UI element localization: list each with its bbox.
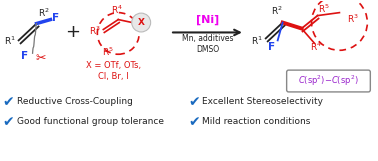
Text: Mild reaction conditions: Mild reaction conditions: [202, 117, 310, 126]
Text: ✂: ✂: [35, 52, 46, 65]
Text: R$^1$: R$^1$: [4, 34, 15, 47]
Text: R$^2$: R$^2$: [271, 5, 282, 17]
Text: Excellent Stereoselectivity: Excellent Stereoselectivity: [202, 97, 323, 106]
Text: R$^5$: R$^5$: [318, 2, 329, 15]
Text: ✔: ✔: [188, 115, 200, 129]
Text: Cl, Br, I: Cl, Br, I: [98, 71, 129, 80]
Text: X: X: [138, 18, 145, 27]
Text: $\mathit{C}$(sp$^2$)$-$$\mathit{C}$(sp$^2$): $\mathit{C}$(sp$^2$)$-$$\mathit{C}$(sp$^…: [298, 74, 359, 88]
Text: F: F: [21, 51, 28, 61]
Circle shape: [132, 13, 151, 32]
Text: Reductive Cross-Coupling: Reductive Cross-Coupling: [17, 97, 133, 106]
Text: Good functional group tolerance: Good functional group tolerance: [17, 117, 164, 126]
Text: R$^4$: R$^4$: [310, 40, 322, 52]
Text: R$^4$: R$^4$: [111, 3, 123, 16]
Text: ✔: ✔: [188, 95, 200, 109]
Text: R$^2$: R$^2$: [37, 6, 49, 19]
Text: X = OTf, OTs,: X = OTf, OTs,: [86, 61, 141, 70]
Text: R$^1$: R$^1$: [251, 34, 263, 47]
Text: DMSO: DMSO: [196, 45, 219, 54]
Text: F: F: [51, 13, 59, 23]
Text: R$^3$: R$^3$: [347, 12, 359, 25]
Text: ✔: ✔: [3, 95, 14, 109]
Text: +: +: [65, 24, 80, 41]
FancyBboxPatch shape: [287, 70, 370, 92]
Text: Mn, additives: Mn, additives: [182, 34, 233, 43]
Text: ✔: ✔: [3, 115, 14, 129]
Text: F: F: [268, 42, 275, 52]
Text: R$^3$: R$^3$: [90, 24, 101, 37]
Text: [Ni]: [Ni]: [196, 14, 219, 25]
Text: R$^5$: R$^5$: [102, 46, 114, 58]
